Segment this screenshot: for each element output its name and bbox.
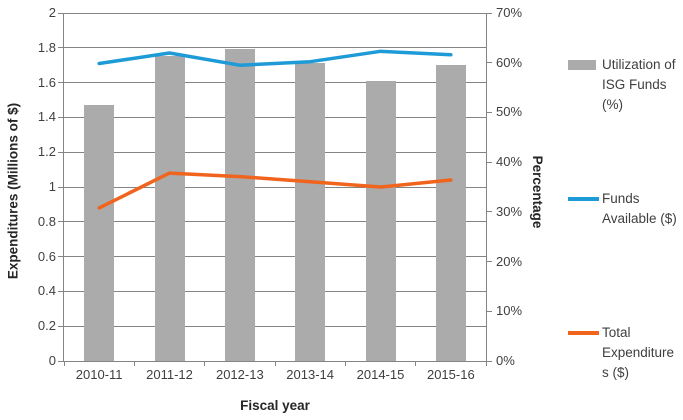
x-axis-tick xyxy=(415,361,417,366)
x-axis-tick xyxy=(204,361,206,366)
legend-item-utilization: Utilization of ISG Funds (%) xyxy=(568,55,678,115)
right-axis-tick xyxy=(486,111,492,113)
bar xyxy=(224,49,255,361)
right-axis-tick xyxy=(486,310,492,312)
left-axis-tick-label: 0.8 xyxy=(37,213,56,229)
right-axis-tick-label: 60% xyxy=(496,54,523,70)
left-axis-tick xyxy=(58,82,64,84)
left-axis-tick xyxy=(58,116,64,118)
right-axis-tick xyxy=(486,360,492,362)
gridline xyxy=(64,12,486,14)
right-axis-tick xyxy=(486,211,492,213)
x-axis-tick-label: 2014-15 xyxy=(356,367,405,382)
left-axis-tick-label: 1.4 xyxy=(37,109,56,125)
right-axis-line xyxy=(486,13,487,362)
bar-swatch-icon xyxy=(568,60,596,70)
x-axis-tick xyxy=(485,361,487,366)
bar xyxy=(295,63,326,361)
line-series-svg xyxy=(97,49,453,210)
x-axis-tick-label: 2010-11 xyxy=(75,367,123,382)
left-axis-tick xyxy=(58,360,64,362)
x-axis-tick xyxy=(133,361,135,366)
left-axis-tick-label: 1.2 xyxy=(37,144,56,160)
left-axis-tick-label: 2 xyxy=(48,5,56,20)
legend-label-total-expenditures: Total Expenditures ($) xyxy=(602,325,675,380)
right-axis-tick-label: 0% xyxy=(496,353,515,368)
right-axis-tick-label: 40% xyxy=(496,154,523,170)
gridline xyxy=(64,221,486,223)
legend-item-funds-available: Funds Available ($) xyxy=(568,189,678,229)
gridline xyxy=(64,151,486,153)
left-y-axis-title: Expenditures (Millions of $) xyxy=(5,102,21,280)
gridline xyxy=(64,116,486,118)
gridline xyxy=(64,82,486,84)
legend-label-utilization: Utilization of ISG Funds (%) xyxy=(602,57,676,112)
line-swatch-icon xyxy=(568,331,599,335)
legend: Utilization of ISG Funds (%) Funds Avail… xyxy=(568,0,682,420)
right-axis-tick-label: 50% xyxy=(496,104,523,120)
x-axis-title: Fiscal year xyxy=(240,398,310,413)
line-series-total-expenditures xyxy=(97,171,453,210)
left-axis-tick xyxy=(58,12,64,14)
left-axis-tick xyxy=(58,47,64,49)
x-axis-tick-label: 2013-14 xyxy=(286,367,335,382)
left-axis-tick-label: 0.4 xyxy=(37,283,56,299)
right-axis-tick-label: 70% xyxy=(496,5,523,20)
right-axis-tick xyxy=(486,161,492,163)
left-axis-tick xyxy=(58,256,64,258)
bar xyxy=(84,104,115,361)
right-axis-tick-label: 30% xyxy=(496,203,523,219)
gridline xyxy=(64,47,486,49)
gridline xyxy=(64,325,486,327)
left-axis-tick-label: 1 xyxy=(48,179,56,194)
bar xyxy=(435,65,466,361)
bar xyxy=(365,80,396,361)
gridline xyxy=(64,290,486,292)
left-axis-tick xyxy=(58,325,64,327)
x-axis-tick xyxy=(63,361,65,366)
right-axis-tick xyxy=(486,12,492,14)
right-axis-tick xyxy=(486,62,492,64)
legend-item-total-expenditures: Total Expenditures ($) xyxy=(568,323,678,383)
x-axis-tick-label: 2012-13 xyxy=(215,367,264,382)
left-axis-tick-label: 0.6 xyxy=(37,248,56,264)
left-axis-tick xyxy=(58,151,64,153)
left-axis-tick-label: 1.6 xyxy=(37,74,56,90)
x-axis-tick xyxy=(274,361,276,366)
line-series-funds-available xyxy=(97,49,453,67)
right-axis-tick-label: 20% xyxy=(496,253,523,269)
left-axis-tick xyxy=(58,221,64,223)
left-axis-tick-label: 0.2 xyxy=(37,318,56,334)
x-axis-tick xyxy=(344,361,346,366)
left-axis-tick-label: 1.8 xyxy=(37,39,56,55)
gridline xyxy=(64,186,486,188)
line-swatch-icon xyxy=(568,197,599,201)
legend-label-funds-available: Funds Available ($) xyxy=(602,191,677,226)
right-axis-tick-label: 10% xyxy=(496,303,523,319)
right-axis-tick xyxy=(486,261,492,263)
left-axis-tick-label: 0 xyxy=(48,353,56,368)
bar xyxy=(154,56,185,361)
right-y-axis-title: Percentage xyxy=(530,155,545,229)
left-axis-tick xyxy=(58,186,64,188)
gridline xyxy=(64,256,486,258)
left-axis-line xyxy=(63,13,64,362)
x-axis-tick-label: 2011-12 xyxy=(146,367,193,382)
left-axis-tick xyxy=(58,290,64,292)
x-axis-tick-label: 2015-16 xyxy=(426,367,475,382)
